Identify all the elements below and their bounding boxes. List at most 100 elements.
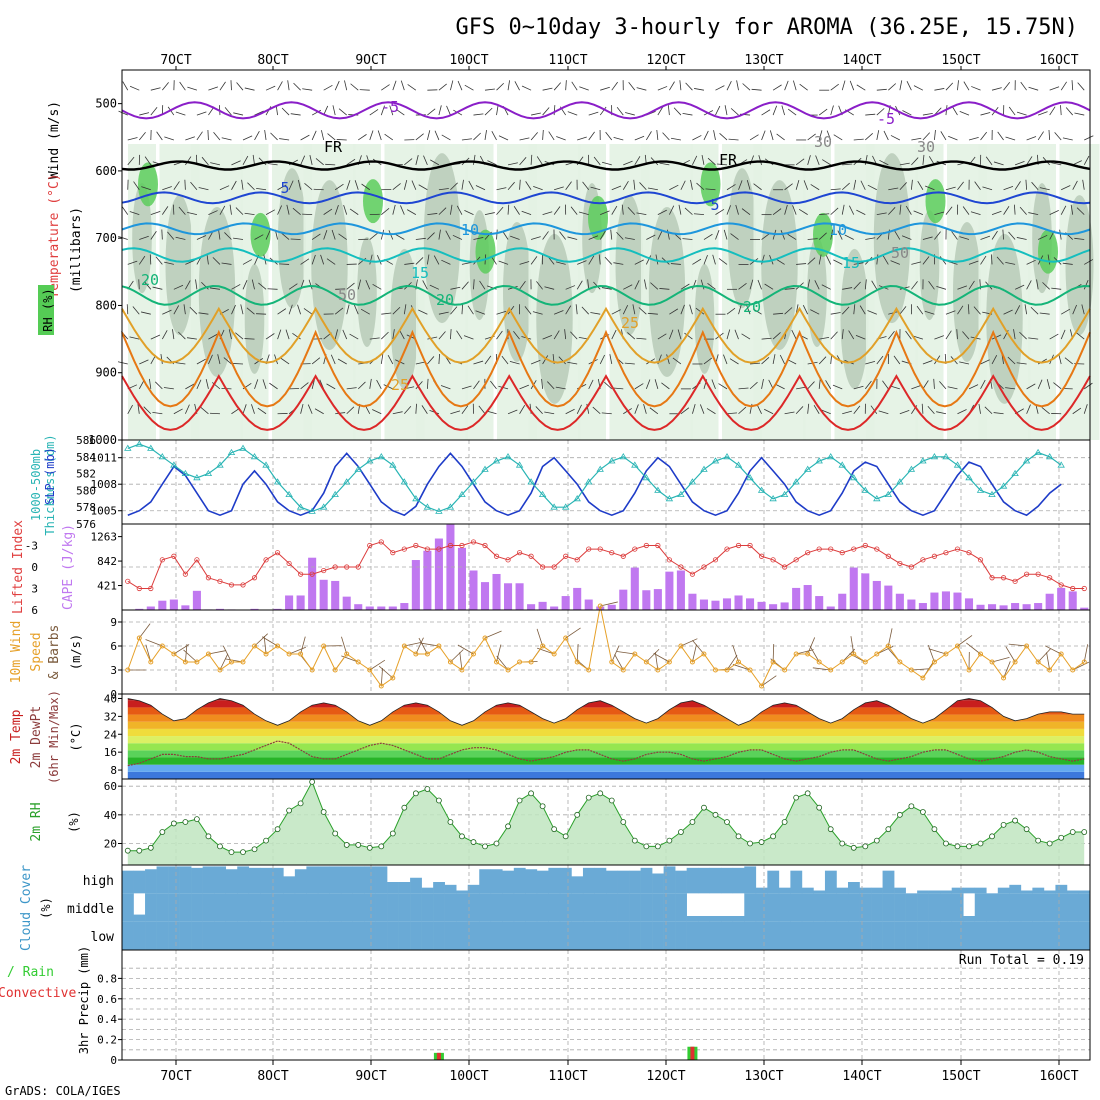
li-point [274, 550, 281, 556]
wind-barb [890, 260, 901, 265]
wind-barb [772, 208, 782, 215]
wind-speed-point [344, 651, 350, 657]
cloud-cell-low [133, 921, 146, 950]
wind-barb-10m [654, 652, 659, 671]
cloud-cell-low [951, 921, 964, 950]
cloud-cell-high [122, 870, 134, 894]
wind-barb [634, 156, 641, 166]
wind-barb [311, 357, 321, 365]
li-point [217, 578, 223, 584]
rh-area [127, 781, 1085, 865]
wind-barb [1005, 136, 1016, 141]
wind-barb [415, 257, 424, 265]
rh-point [585, 794, 592, 801]
wind-speed-point [666, 659, 672, 665]
wind-barb [307, 404, 313, 414]
wind-barb [807, 381, 815, 390]
wind-barb [738, 387, 749, 390]
cape-bar [573, 587, 582, 610]
wind-speed-point [1024, 643, 1030, 649]
wind-barb [705, 188, 716, 191]
cloud-cell-high [617, 870, 630, 894]
wind-barb [507, 80, 511, 91]
wind-barb [922, 360, 933, 365]
wind-barb [221, 262, 232, 265]
cloud-cell-low [248, 921, 261, 950]
wind-barb [427, 336, 438, 340]
wind-barb [277, 329, 282, 340]
rh-point [862, 843, 869, 850]
wind-barb [530, 236, 541, 240]
wind-barb [1039, 312, 1050, 315]
wind-barb [715, 105, 721, 116]
wind-speed-point [390, 675, 396, 681]
wind-barb [654, 379, 659, 389]
thickness-point [723, 453, 731, 460]
wind-barb [346, 282, 355, 290]
wind-barb [167, 231, 175, 240]
thickness-point [423, 503, 432, 510]
rh-field-mid [953, 222, 981, 362]
wind-barb [764, 283, 774, 290]
wind-barb-10m [421, 642, 439, 647]
cloud-cell-low [559, 921, 572, 950]
wind-barb [841, 182, 850, 191]
wind-barb [311, 109, 322, 116]
wind-barb [749, 279, 754, 290]
cloud-cell-high [237, 866, 250, 894]
wind-barb [959, 110, 970, 116]
wind-barb [143, 406, 152, 415]
wind-barb [692, 135, 702, 141]
wind-barb [422, 280, 428, 290]
rh-point [816, 804, 823, 811]
cape-bar [988, 604, 997, 610]
cape-bar [722, 598, 732, 610]
wind-barb [571, 81, 578, 91]
wind-barb [649, 407, 659, 415]
wind-barb [713, 130, 716, 141]
wind-barb [323, 105, 329, 116]
wind-barb [807, 257, 816, 265]
cloud-cell-low [317, 921, 330, 950]
wind-speed-point [286, 651, 292, 657]
wind-barb [693, 213, 704, 216]
wind-barb [899, 162, 910, 166]
cloud-cell-low [410, 921, 422, 950]
cloud-cell-middle [1009, 893, 1022, 922]
wind-ytick-label: 0 [110, 688, 117, 701]
slp-ytick-label: 1008 [91, 478, 118, 491]
wind-barb [138, 379, 145, 390]
wind-barb [372, 283, 382, 290]
wind-barb [323, 208, 333, 215]
wind-barb [242, 155, 249, 166]
cloud-cell-middle [744, 893, 757, 922]
cloud-cell-low [525, 921, 538, 950]
wind-barb [411, 180, 417, 190]
rh-field-mid [807, 237, 827, 347]
wind-speed-point [205, 651, 211, 657]
wind-barb [155, 256, 163, 265]
wind-barb [484, 355, 492, 365]
wind-barb [400, 80, 405, 91]
thickness-point [469, 478, 478, 485]
wind-barb [198, 187, 209, 191]
wind-barb [251, 279, 255, 290]
isotherm-3 [121, 222, 1091, 236]
cloud-cell-high [1078, 890, 1091, 894]
wind-barb [461, 405, 469, 414]
wind-barb [577, 260, 587, 265]
wind-barb [314, 408, 324, 415]
wind-barb-10m [614, 654, 624, 671]
wind-barb [818, 232, 827, 240]
wind-barb [703, 130, 709, 141]
wind-barb [288, 283, 298, 290]
wind-barb [406, 209, 417, 215]
wind-barb [911, 385, 921, 390]
rh-point [1035, 837, 1042, 844]
thickness-point [619, 453, 628, 460]
wind-barb [662, 132, 670, 141]
wind-barb [680, 407, 690, 415]
cloud-cell-high [433, 882, 445, 894]
wind-barb [132, 306, 140, 315]
li-point [966, 550, 972, 556]
